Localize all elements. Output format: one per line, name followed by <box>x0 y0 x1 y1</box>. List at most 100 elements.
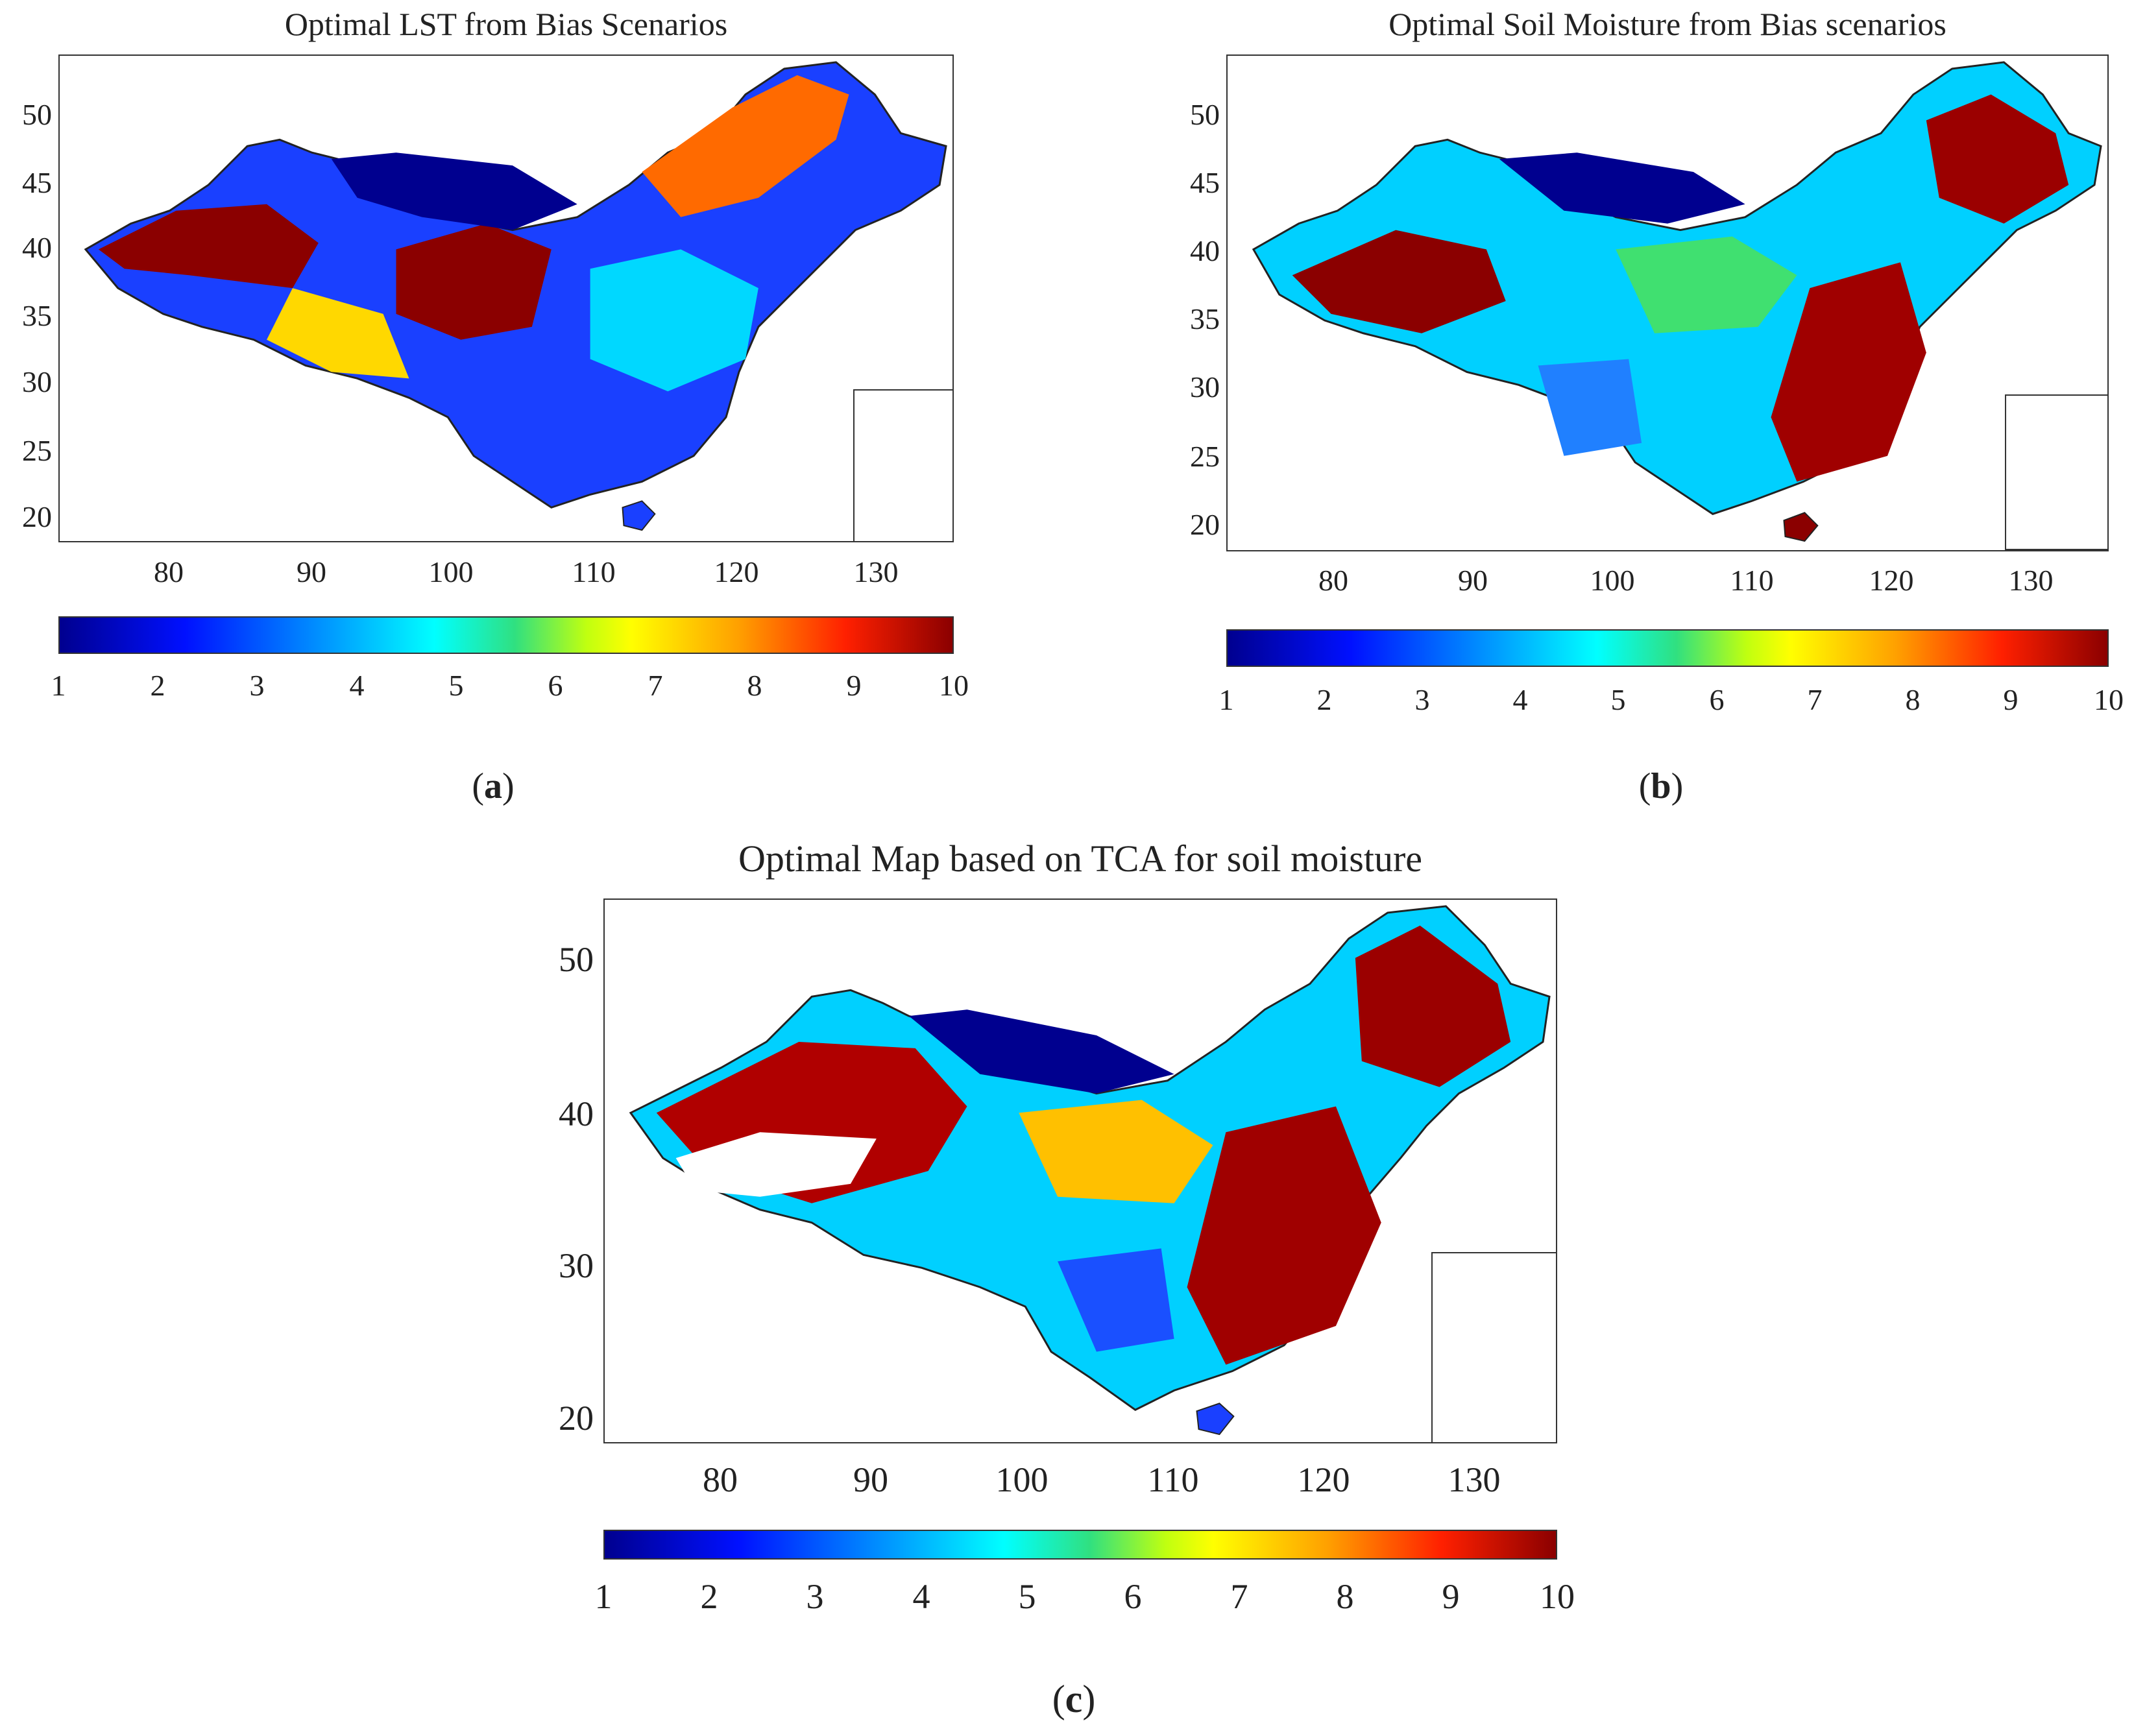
lat-tick: 25 <box>1190 440 1220 473</box>
colorbar-tick: 1 <box>1219 683 1234 716</box>
panel-a-title: Optimal LST from Bias Scenarios <box>284 6 728 42</box>
lat-tick: 35 <box>1190 302 1220 335</box>
region-yellow-central <box>1019 1100 1213 1203</box>
region-blue-southwest <box>1538 359 1642 456</box>
colorbar-tick: 5 <box>448 669 464 702</box>
colorbar-tick: 9 <box>846 669 862 702</box>
region-dark-blue-north <box>331 152 577 230</box>
colorbar-tick: 8 <box>1336 1577 1354 1616</box>
region-white-nodata <box>675 1132 877 1197</box>
region-dark-blue-north <box>1499 152 1745 224</box>
region-blue-south <box>1058 1248 1174 1352</box>
lon-tick: 80 <box>1318 564 1348 597</box>
region-dark-blue-north <box>908 1009 1174 1094</box>
panel-a-map <box>58 54 954 542</box>
colorbar-tick: 4 <box>349 669 365 702</box>
colorbar-tick: 3 <box>249 669 265 702</box>
hainan-island <box>1783 512 1819 542</box>
colorbar-tick: 4 <box>1512 683 1528 716</box>
colorbar-tick: 9 <box>1442 1577 1460 1616</box>
panel-c-colorbar <box>603 1530 1557 1560</box>
colorbar-tick: 9 <box>2003 683 2019 716</box>
lon-tick: 100 <box>1590 564 1635 597</box>
lon-tick: 130 <box>853 555 899 588</box>
colorbar-tick: 3 <box>806 1577 824 1616</box>
lat-tick: 20 <box>22 500 52 533</box>
lat-tick: 35 <box>22 299 52 332</box>
colorbar-tick: 5 <box>1018 1577 1036 1616</box>
colorbar-tick: 7 <box>648 669 663 702</box>
panel-b-map-svg <box>1252 61 2102 542</box>
colorbar-tick: 3 <box>1414 683 1430 716</box>
region-red-west <box>1292 230 1506 333</box>
region-cyan-east <box>590 249 758 392</box>
panel-c-title: Optimal Map based on TCA for soil moistu… <box>738 838 1423 880</box>
lon-tick: 110 <box>1147 1460 1199 1499</box>
region-red-southeast <box>1187 1106 1381 1365</box>
lon-tick: 110 <box>572 555 616 588</box>
lat-tick: 40 <box>22 231 52 264</box>
panel-c-map-svg <box>629 905 1551 1436</box>
lat-tick: 45 <box>22 166 52 199</box>
panel-a-colorbar <box>58 616 954 654</box>
colorbar-tick: 4 <box>912 1577 930 1616</box>
panel-b-title: Optimal Soil Moisture from Bias scenario… <box>1388 6 1946 42</box>
lon-tick: 120 <box>1297 1460 1350 1499</box>
colorbar-tick: 6 <box>1709 683 1725 716</box>
colorbar-tick: 1 <box>594 1577 612 1616</box>
lat-tick: 25 <box>22 434 52 467</box>
lat-tick: 30 <box>22 365 52 398</box>
lon-tick: 80 <box>154 555 184 588</box>
hainan-island <box>622 500 656 531</box>
region-red-northeast <box>1355 925 1511 1087</box>
lat-tick: 45 <box>1190 166 1220 199</box>
colorbar-tick: 1 <box>51 669 66 702</box>
panel-b-south-china-sea-inset <box>2005 394 2109 550</box>
colorbar-tick: 2 <box>150 669 165 702</box>
region-orange-northeast <box>642 75 849 217</box>
panel-c-map <box>603 898 1557 1443</box>
hainan-island <box>1196 1403 1235 1436</box>
region-red-northeast <box>1926 94 2069 224</box>
colorbar-tick: 10 <box>2094 683 2124 716</box>
colorbar-tick: 2 <box>700 1577 718 1616</box>
lat-tick: 50 <box>22 98 52 131</box>
lat-tick: 40 <box>1190 234 1220 267</box>
lon-tick: 90 <box>297 555 326 588</box>
panel-c-label: (c) <box>1052 1678 1096 1720</box>
lon-tick: 100 <box>995 1460 1049 1499</box>
colorbar-tick: 10 <box>1540 1577 1575 1616</box>
lat-tick: 30 <box>1190 370 1220 404</box>
lat-tick: 50 <box>1190 98 1220 131</box>
panel-b-map <box>1226 54 2109 551</box>
colorbar-tick: 6 <box>548 669 563 702</box>
lon-tick: 120 <box>714 555 759 588</box>
lon-tick: 110 <box>1730 564 1774 597</box>
lon-tick: 130 <box>1448 1460 1501 1499</box>
colorbar-tick: 7 <box>1807 683 1823 716</box>
lon-tick: 100 <box>428 555 474 588</box>
lat-tick: 20 <box>1190 508 1220 541</box>
panel-b-colorbar <box>1226 629 2109 667</box>
region-yellow-mid <box>267 288 409 379</box>
panel-a-south-china-sea-inset <box>853 389 954 542</box>
panel-b-label: (b) <box>1638 766 1684 806</box>
lon-tick: 80 <box>703 1460 738 1499</box>
lon-tick: 120 <box>1869 564 1914 597</box>
lon-tick: 90 <box>853 1460 888 1499</box>
colorbar-tick: 8 <box>747 669 762 702</box>
colorbar-tick: 10 <box>939 669 969 702</box>
region-red-central <box>396 223 552 340</box>
lat-tick: 30 <box>559 1246 594 1285</box>
lat-tick: 40 <box>559 1094 594 1133</box>
colorbar-tick: 7 <box>1230 1577 1248 1616</box>
panel-c-south-china-sea-inset <box>1431 1252 1557 1443</box>
region-red-west <box>98 204 319 289</box>
panel-a-map-svg <box>84 61 947 531</box>
lon-tick: 130 <box>2008 564 2054 597</box>
lat-tick: 50 <box>559 940 594 979</box>
colorbar-tick: 8 <box>1905 683 1921 716</box>
lat-tick: 20 <box>559 1399 594 1438</box>
region-green-central <box>1616 236 1797 333</box>
panel-a-label: (a) <box>472 766 515 806</box>
